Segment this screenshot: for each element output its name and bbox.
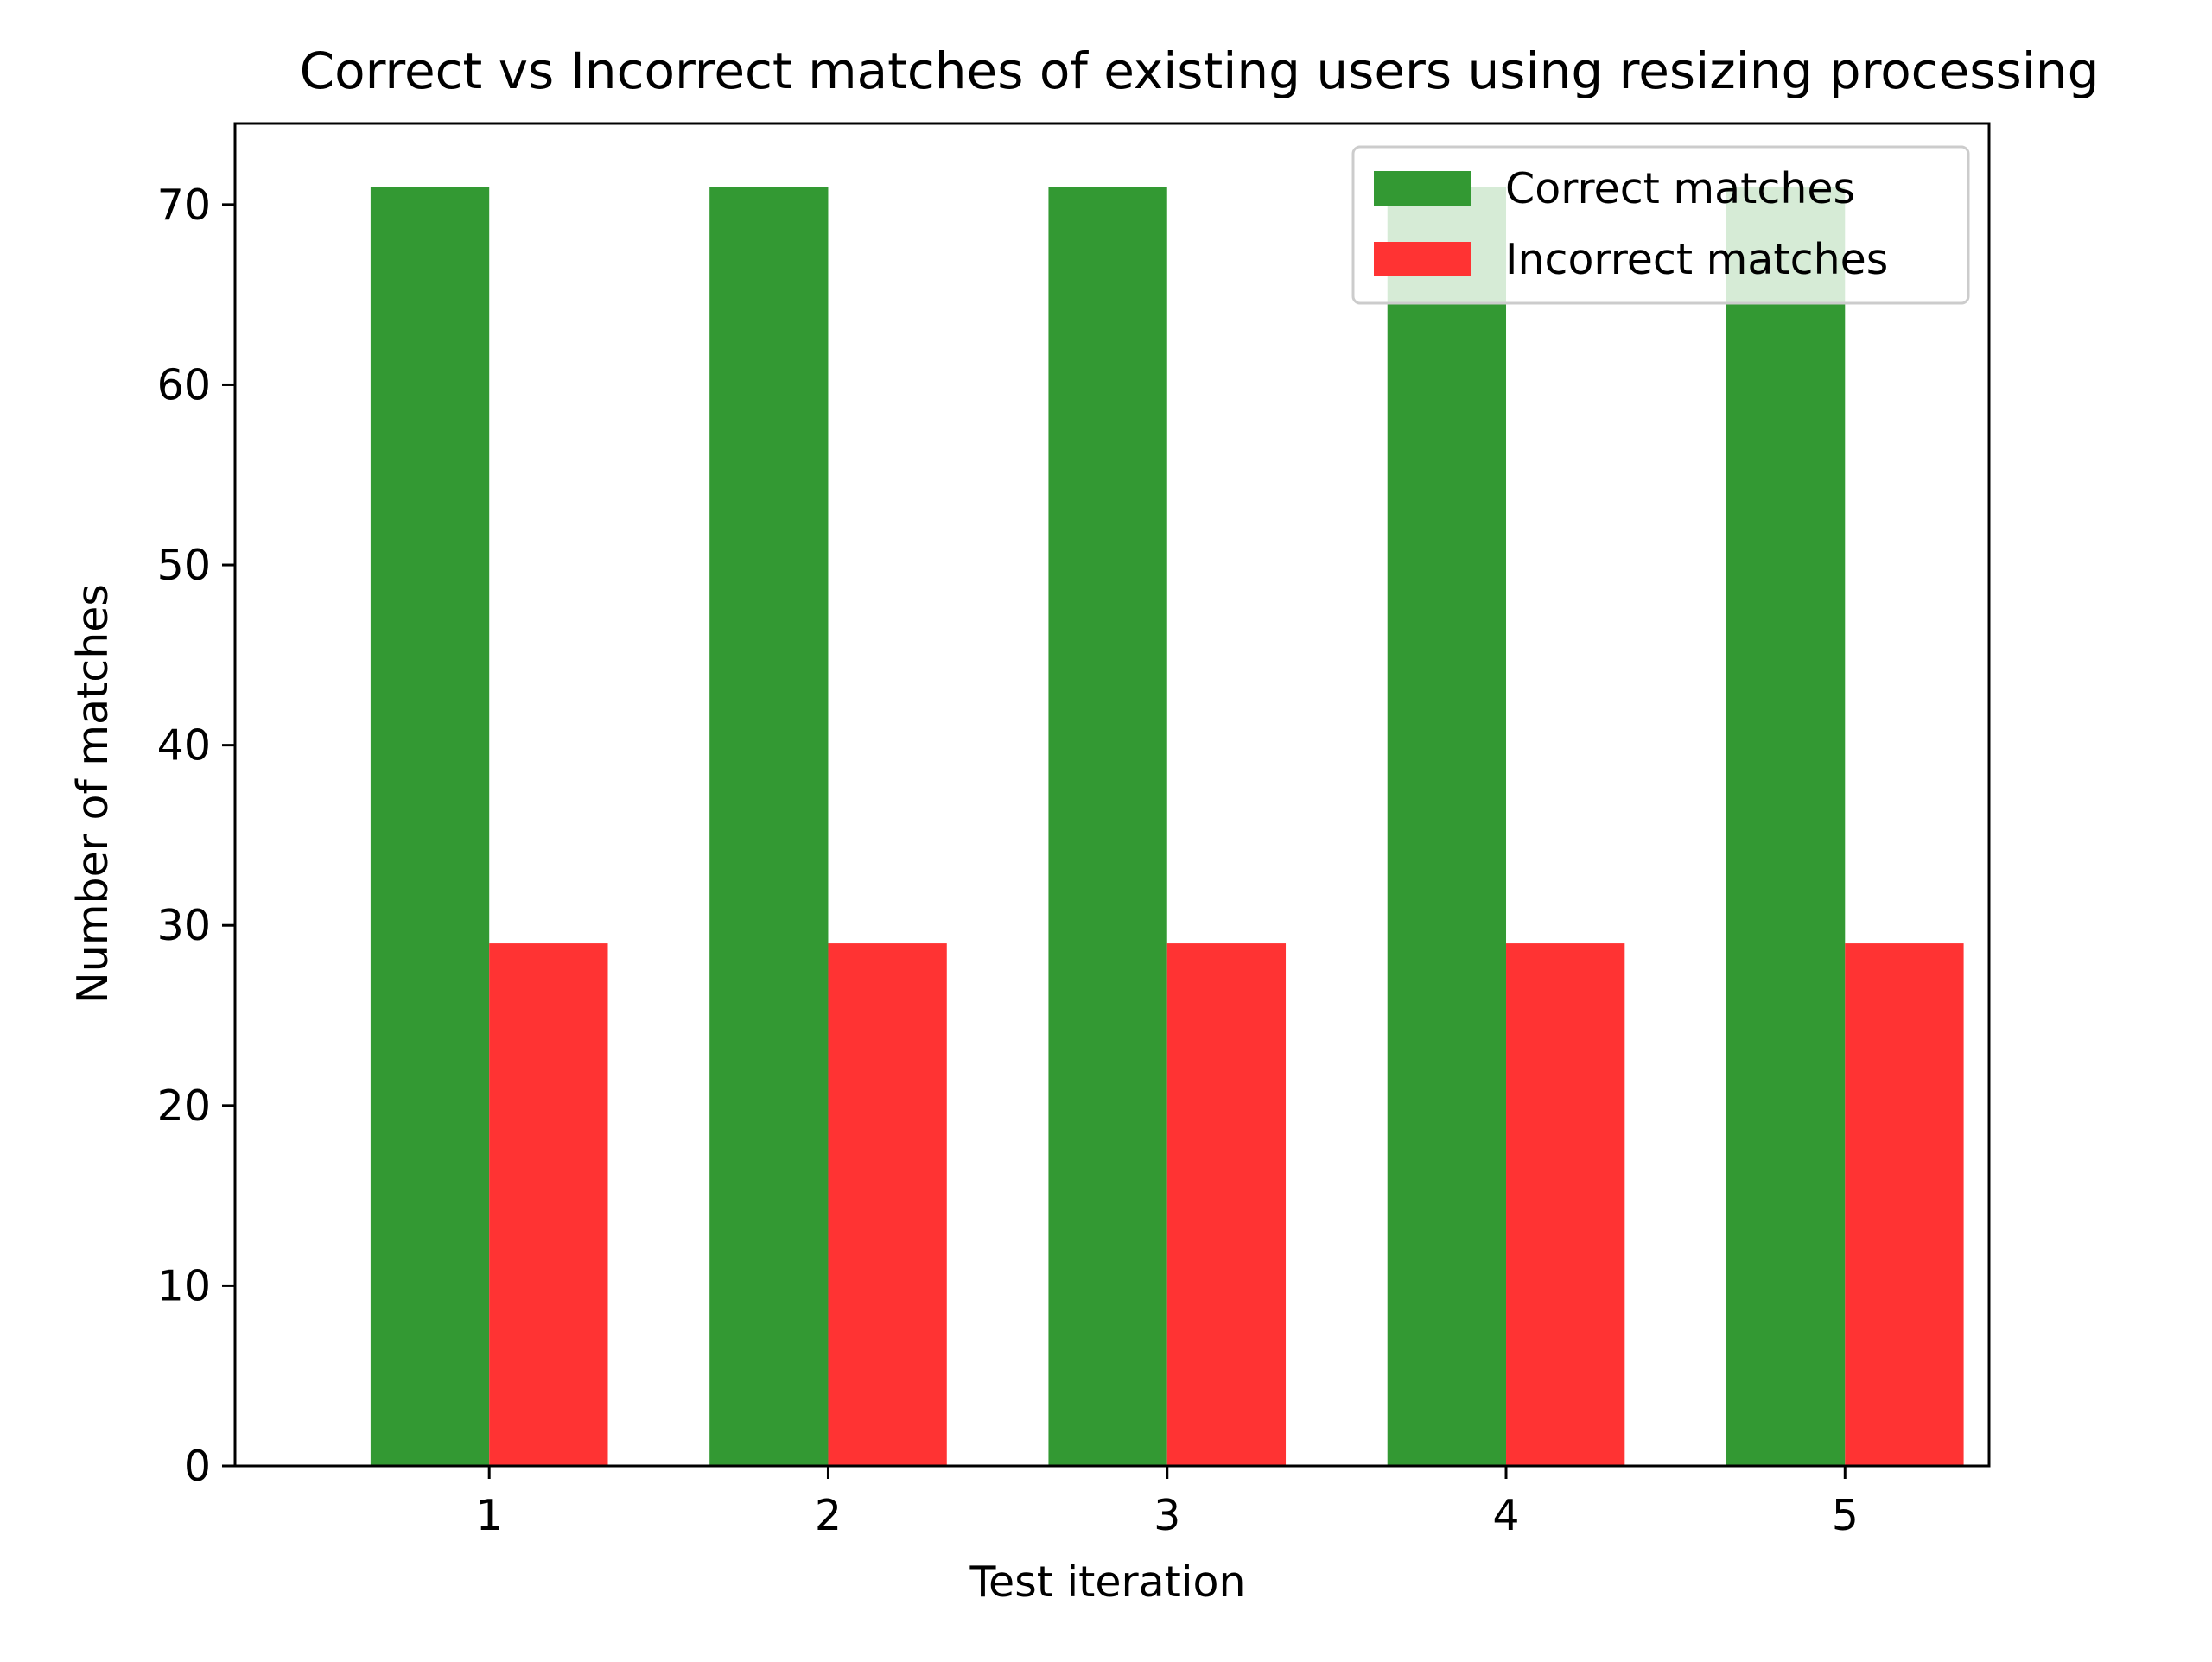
legend-box <box>1351 145 1970 305</box>
y-tick-label: 50 <box>157 541 211 590</box>
legend: Correct matches Incorrect matches <box>1351 145 1970 305</box>
y-tick-label: 10 <box>157 1261 211 1310</box>
bar-incorrect-5 <box>1845 943 1964 1466</box>
legend-label: Incorrect matches <box>1505 235 1888 284</box>
y-tick-label: 30 <box>157 901 211 950</box>
x-tick-label: 5 <box>1832 1491 1859 1540</box>
y-tick-label: 70 <box>157 181 211 230</box>
bar-correct-4 <box>1387 187 1507 1466</box>
bar-correct-5 <box>1726 187 1846 1466</box>
y-tick-label: 20 <box>157 1082 211 1131</box>
legend-label: Correct matches <box>1505 164 1855 213</box>
legend-swatch <box>1374 242 1471 276</box>
x-tick-label: 1 <box>476 1491 503 1540</box>
bars-layer <box>370 187 1964 1466</box>
axes-layer: 0 10 20 30 40 50 60 70 1 2 3 4 5 <box>157 122 1991 1540</box>
y-tick-label: 40 <box>157 721 211 771</box>
x-tick-label: 3 <box>1154 1491 1180 1540</box>
chart-title: Correct vs Incorrect matches of existing… <box>300 41 2100 100</box>
legend-swatch <box>1374 171 1471 206</box>
y-tick-label: 0 <box>184 1442 211 1491</box>
bar-incorrect-2 <box>828 943 947 1466</box>
axes-frame <box>233 122 1991 1468</box>
x-axis-label: Test iteration <box>969 1557 1245 1607</box>
bar-correct-1 <box>370 187 490 1466</box>
bar-incorrect-1 <box>489 943 608 1466</box>
x-tick-label: 2 <box>815 1491 842 1540</box>
y-tick-label: 60 <box>157 360 211 409</box>
bar-correct-2 <box>709 187 829 1466</box>
bar-correct-3 <box>1048 187 1167 1466</box>
y-axis-label: Number of matches <box>68 584 118 1004</box>
x-tick-label: 4 <box>1492 1491 1519 1540</box>
bar-incorrect-3 <box>1166 943 1287 1466</box>
bar-incorrect-4 <box>1506 943 1625 1466</box>
